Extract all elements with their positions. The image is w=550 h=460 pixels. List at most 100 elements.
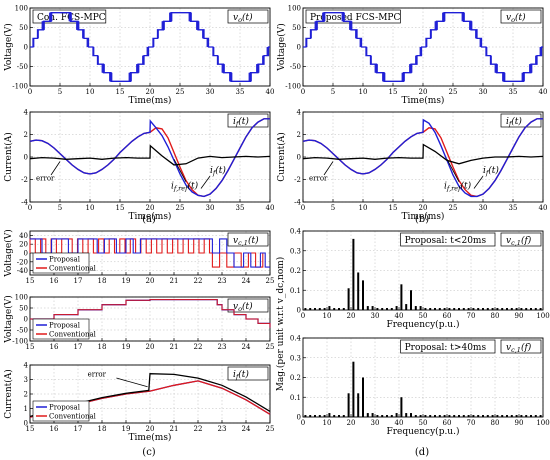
series-error: [302, 143, 544, 165]
tick-label-x: 60: [443, 312, 452, 320]
tick-label-y: 0: [24, 420, 28, 428]
signal-label: vo(t): [233, 301, 253, 313]
tick-label-y: -2: [294, 176, 301, 184]
tick-label-x: 25: [176, 204, 185, 212]
tick-label-y: -50: [17, 63, 28, 71]
tick-label-x: 15: [26, 277, 35, 285]
signal-label: vc,1(f): [506, 342, 532, 354]
legend-label: Conventional: [49, 413, 97, 421]
tick-label-x: 90: [515, 312, 524, 320]
tick-label-y: 0: [297, 154, 301, 162]
tick-label-x: 40: [539, 88, 548, 96]
caption-b: (b): [415, 214, 429, 225]
tick-label-x: 15: [116, 88, 125, 96]
ref-annotation: if,ref(t): [171, 181, 199, 193]
tick-label-x: 20: [347, 419, 356, 427]
signal-label: vo(t): [233, 12, 253, 24]
tick-label-y: 0: [24, 316, 28, 324]
panel-title-box: [400, 339, 496, 354]
tick-label-x: 10: [86, 88, 95, 96]
signal-label: vc,1(t): [233, 235, 259, 247]
tick-label-x: 22: [194, 425, 203, 433]
d-shared-y-label: Mag.(per unit w.r.t v_dc,nom): [275, 257, 286, 392]
tick-label-y: 0.1: [290, 287, 301, 295]
ref-arrow: [446, 159, 460, 182]
tick-label-y: -4: [21, 199, 28, 207]
tick-label-x: 0: [301, 419, 305, 427]
tick-label-x: 20: [146, 425, 155, 433]
series-ift: [29, 118, 270, 198]
tick-label-x: 16: [50, 277, 59, 285]
tick-label-y: 0.4: [290, 228, 302, 236]
tick-label-x: 0: [301, 88, 305, 96]
ref-arrow: [173, 159, 187, 182]
tick-label-x: 5: [331, 204, 335, 212]
tick-label-y: 4: [24, 362, 29, 370]
voltage-staircase: [30, 12, 270, 82]
tick-label-x: 25: [176, 88, 185, 96]
series-error: [29, 144, 271, 166]
tick-label-x: 35: [236, 88, 245, 96]
tick-label-y: 100: [288, 5, 301, 13]
signal-label-box: [500, 339, 542, 354]
tick-label-y: -40: [17, 267, 28, 275]
tick-label-x: 17: [74, 425, 83, 433]
tick-label-y: 0: [297, 44, 301, 52]
tick-label-y: 0: [297, 307, 301, 315]
tick-label-y: 3: [24, 376, 28, 384]
legend-label: Conventional: [49, 265, 97, 273]
tick-label-y: 1: [24, 405, 28, 413]
tick-label-x: 30: [206, 204, 215, 212]
tick-label-x: 0: [28, 88, 32, 96]
plot-b2: 0 5 10 15 20 25 30 35 40 -4 -2 0 2 4 Time(ms) Current(A…: [276, 109, 547, 223]
tick-label-x: 30: [479, 204, 488, 212]
tick-label-x: 18: [98, 277, 107, 285]
tick-label-x: 21: [170, 277, 179, 285]
tick-label-x: 24: [242, 425, 251, 433]
tick-label-y: 100: [15, 294, 28, 302]
error-annotation: error: [88, 371, 107, 379]
tick-label-y: -2: [21, 176, 28, 184]
tick-label-y: 50: [19, 305, 28, 313]
signal-label: if(t): [233, 369, 249, 381]
x-axis-label: Time(ms): [402, 211, 445, 222]
tick-label-x: 20: [419, 88, 428, 96]
series-ift: [302, 118, 543, 198]
tick-label-x: 24: [242, 343, 251, 351]
tick-label-x: 23: [218, 277, 227, 285]
tick-label-x: 5: [58, 204, 62, 212]
tick-label-x: 20: [146, 277, 155, 285]
tick-label-x: 21: [170, 425, 179, 433]
tick-label-x: 15: [26, 425, 35, 433]
plot-c3: 15 16 17 18 19 20 21 22 23 24 2501234Time(ms)Curre…: [3, 362, 274, 444]
signal-label: vo(t): [506, 12, 526, 24]
tick-label-x: 100: [536, 419, 549, 427]
tick-label-x: 70: [467, 419, 476, 427]
panel-title: Proposal: t>40ms: [405, 343, 487, 353]
tick-label-x: 10: [359, 88, 368, 96]
y-axis-label: Voltage(V): [3, 23, 14, 72]
tick-label-x: 20: [146, 88, 155, 96]
tick-label-y: 50: [19, 24, 28, 32]
signal-label: vc,1(f): [506, 235, 532, 247]
signal-label: if(t): [506, 116, 522, 128]
tick-label-y: 0: [24, 154, 28, 162]
signal-label-box: [227, 113, 269, 128]
x-axis-label: Frequency(p.u.): [387, 426, 460, 437]
tick-label-y: -100: [12, 83, 28, 91]
tick-label-x: 70: [467, 312, 476, 320]
voltage-staircase: [303, 12, 543, 82]
error-arrow: [116, 377, 148, 388]
tick-label-x: 16: [50, 425, 59, 433]
signal-label: if(t): [233, 116, 249, 128]
y-axis-label: Current(A): [3, 369, 14, 419]
tick-label-x: 15: [116, 204, 125, 212]
tick-label-x: 10: [323, 419, 332, 427]
x-axis-label: Time(ms): [129, 211, 172, 222]
tick-label-x: 16: [50, 343, 59, 351]
tick-label-x: 40: [266, 204, 275, 212]
tick-label-x: 18: [98, 425, 107, 433]
tick-label-x: 5: [331, 88, 335, 96]
tick-label-x: 100: [536, 312, 549, 320]
y-axis-label: Voltage(V): [3, 229, 14, 278]
